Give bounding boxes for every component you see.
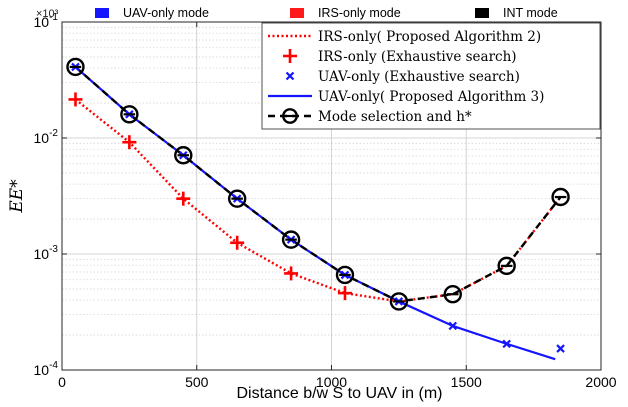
circle-marker [174, 146, 193, 165]
x-tick-label: 2000 [585, 374, 616, 390]
y-tick-label: 10-3 [34, 244, 59, 262]
x-tick-label: 1000 [316, 374, 347, 390]
circle-marker [282, 108, 298, 124]
plus-marker [337, 286, 352, 301]
plus-marker [176, 191, 191, 206]
plus-marker [230, 235, 245, 250]
legend-entry-label: UAV-only (Exhaustive search) [318, 69, 520, 85]
circle-marker [443, 285, 462, 304]
circle-marker [227, 189, 247, 208]
x-tick-label: 500 [185, 374, 209, 390]
mode-selection-line [74, 66, 562, 303]
y-tick-label: 10-1 [34, 12, 59, 30]
axis-ticks: 0 500 1000 1500 2000 10-1 10-2 10-3 10-4 [34, 12, 617, 390]
x-marker [502, 339, 511, 349]
y-axis-label: EE* [7, 179, 27, 214]
legend-entry-label: Mode selection and h* [318, 109, 472, 125]
x-axis-label: Distance b/w S to UAV in (m) [237, 385, 443, 402]
circle-marker [66, 57, 85, 77]
top-legend-swatch [290, 8, 304, 18]
legend-box [261, 22, 601, 130]
series-layer [66, 57, 570, 361]
x-marker [556, 344, 565, 353]
x-tick-label: 0 [58, 374, 66, 390]
legend: IRS-only( Proposed Algorithm 2) IRS-only … [261, 22, 601, 130]
circle-marker [335, 265, 355, 285]
plus-marker [68, 92, 83, 107]
legend-entry-label: IRS-only( Proposed Algorithm 2) [318, 29, 541, 45]
x-marker [285, 71, 295, 81]
x-tick-label: 1500 [451, 374, 482, 390]
uav-proposed-line [74, 66, 556, 361]
top-legend: UAV-only mode IRS-only mode INT mode [95, 6, 558, 20]
top-legend-swatch [475, 8, 489, 18]
circle-marker [120, 105, 139, 124]
top-legend-label: UAV-only mode [123, 6, 209, 20]
y-tick-label: 10-2 [34, 128, 59, 146]
irs-proposed-line [74, 98, 562, 303]
y-tick-label: 10-4 [34, 360, 59, 378]
legend-entry-label: UAV-only( Proposed Algorithm 3) [318, 89, 544, 105]
x-marker [448, 321, 458, 331]
plus-marker [283, 49, 297, 63]
circle-marker [551, 187, 570, 207]
circle-marker [497, 256, 516, 276]
legend-entry-label: IRS-only (Exhaustive search) [318, 49, 517, 65]
top-legend-label: INT mode [503, 6, 558, 20]
circle-marker [281, 230, 301, 249]
circle-marker [389, 292, 409, 311]
plus-marker [284, 266, 299, 281]
exponent-note: ×10³ [36, 8, 59, 20]
top-legend-label: IRS-only mode [318, 6, 401, 20]
plus-marker [122, 135, 137, 150]
top-legend-swatch [95, 8, 109, 18]
